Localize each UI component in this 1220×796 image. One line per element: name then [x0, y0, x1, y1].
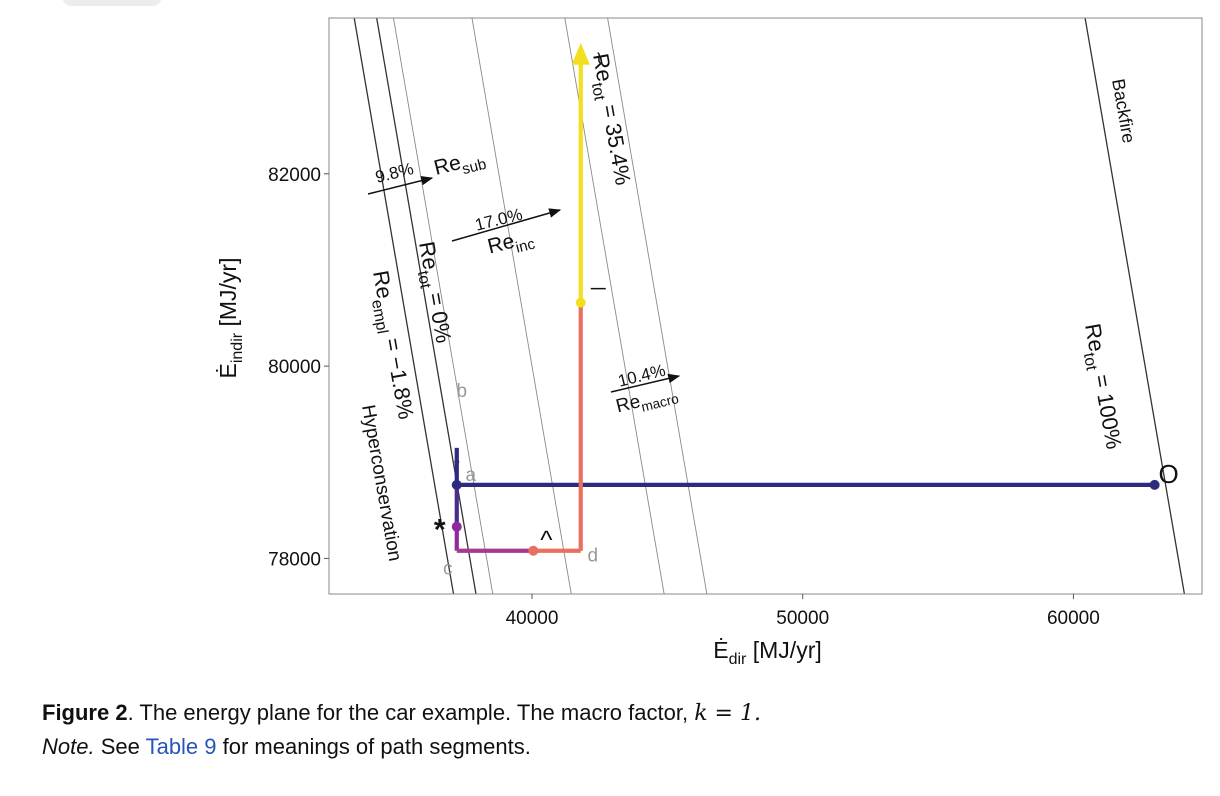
re-macro-percent: 10.4%	[616, 361, 667, 391]
y-tick-label: 78000	[268, 549, 321, 570]
path-arrowhead	[571, 42, 590, 65]
re-inc-arrow	[451, 208, 562, 242]
re-tot-0-label: Retot = 0%	[409, 240, 457, 346]
iso-line-re-sub-end	[471, 18, 572, 594]
iso-line-re-tot-0	[393, 18, 494, 594]
point-O	[1149, 479, 1160, 490]
point-hat	[528, 545, 539, 556]
hyperconservation-label: Hyperconservation	[357, 403, 405, 563]
point-star	[451, 521, 462, 532]
caption-label: Figure 2	[42, 700, 128, 725]
x-axis-label: Ėdir [MJ/yr]	[713, 637, 822, 668]
point-label-hat: ^	[540, 525, 553, 555]
iso-line-boundary-left	[353, 18, 455, 594]
re-sub-label: Resub	[432, 145, 488, 184]
x-tick-label: 40000	[506, 608, 559, 629]
energy-plane-chart: 40000 50000 60000 78000 80000 82000 Ėdir [MJ/y…	[215, 17, 1203, 668]
y-tick-label: 80000	[268, 357, 321, 378]
iso-line-re-empl	[376, 18, 477, 594]
x-tick-label: 60000	[1047, 608, 1100, 629]
point-label-d: d	[587, 546, 598, 567]
point-label-O: O	[1159, 459, 1179, 489]
point-label-tilde: ~	[586, 49, 613, 66]
top-decoration	[62, 0, 162, 6]
re-inc-percent: 17.0%	[473, 205, 524, 235]
point-label-c: c	[443, 559, 453, 580]
plot-frame	[328, 17, 1203, 595]
point-a	[451, 479, 462, 490]
figure-caption: Figure 2. The energy plane for the car e…	[42, 696, 1162, 763]
point-label-star: *	[434, 514, 446, 547]
iso-line-re-tot-100	[1084, 18, 1186, 594]
y-tick-label: 82000	[268, 165, 321, 186]
caption-math-k: k	[694, 701, 708, 726]
point-label-a: a	[465, 465, 476, 486]
caption-note-label: Note.	[42, 734, 95, 759]
caption-note-pre: See	[94, 734, 146, 759]
point-b	[454, 459, 460, 465]
backfire-label: Backfire	[1108, 77, 1139, 145]
re-tot-100-label: Retot = 100%	[1075, 322, 1127, 452]
table-9-link[interactable]: Table 9	[145, 734, 217, 759]
point-label-b: b	[456, 381, 467, 402]
y-axis-label: Ėindir [MJ/yr]	[215, 258, 246, 379]
re-sub-arrow	[367, 175, 434, 195]
caption-math-eq: = 1.	[707, 701, 761, 726]
re-macro-arrow	[610, 373, 681, 393]
x-tick-label: 50000	[776, 608, 829, 629]
caption-note-post: for meanings of path segments.	[216, 734, 531, 759]
point-bar	[575, 297, 586, 308]
iso-line-re-macro-end	[607, 18, 708, 594]
caption-text: . The energy plane for the car example. …	[127, 700, 695, 725]
